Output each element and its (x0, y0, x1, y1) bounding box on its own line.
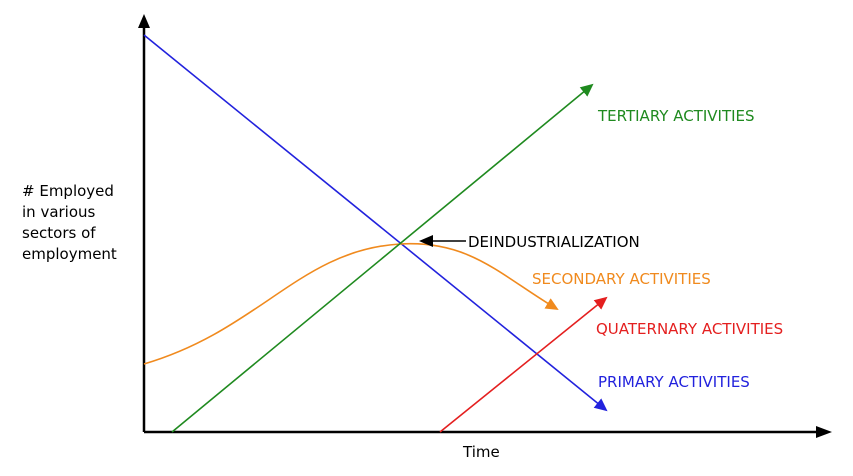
series-line-tertiary (171, 83, 594, 433)
series-line-primary (143, 34, 608, 412)
x-axis-label: Time (462, 443, 500, 461)
y-axis-label-line-1: # Employed (22, 182, 114, 200)
y-axis-label-line-3: sectors of (22, 224, 96, 242)
y-axis-label: # Employed in various sectors of employm… (22, 182, 117, 263)
series-label-secondary: SECONDARY ACTIVITIES (532, 270, 711, 288)
series-label-primary: PRIMARY ACTIVITIES (598, 373, 750, 391)
y-axis-label-line-2: in various (22, 203, 96, 221)
series-layer (143, 34, 608, 433)
series-line-quaternary (439, 296, 608, 433)
series-label-tertiary: TERTIARY ACTIVITIES (597, 107, 755, 125)
series-line-secondary (143, 242, 559, 365)
deindustrialization-pointer (419, 235, 466, 247)
y-axis-arrowhead (138, 14, 150, 28)
y-axis-label-line-4: employment (22, 245, 117, 263)
x-axis-arrowhead (816, 426, 832, 438)
series-label-quaternary: QUATERNARY ACTIVITIES (596, 320, 783, 338)
annotation-deindustrialization: DEINDUSTRIALIZATION (468, 233, 640, 251)
